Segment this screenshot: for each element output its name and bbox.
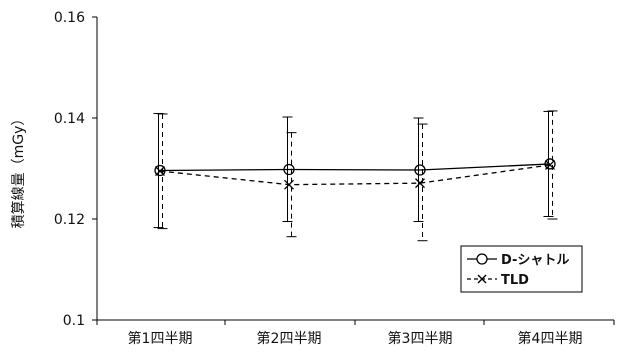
data-point-circle xyxy=(414,164,426,176)
data-point-circle xyxy=(544,158,556,170)
x-category-label: 第4四半期 xyxy=(518,330,583,347)
x-category-label: 第1四半期 xyxy=(128,330,193,347)
x-ticks: 第1四半期 第2四半期 第3四半期 第4四半期 xyxy=(96,320,615,347)
y-tick-label: 0.14 xyxy=(54,111,85,127)
series-layer xyxy=(153,110,558,242)
series-line xyxy=(159,164,551,186)
data-point-x xyxy=(415,178,425,189)
data-point-x xyxy=(545,160,555,170)
x-category-label: 第2四半期 xyxy=(257,330,322,347)
legend-items: D-シャトル TLD xyxy=(467,253,569,288)
legend: D-シャトル TLD xyxy=(460,245,583,293)
legend-item: TLD xyxy=(467,273,529,288)
y-ticks: 0.1 0.12 0.14 0.16 xyxy=(54,10,97,329)
series-line xyxy=(159,163,551,172)
legend-label: D-シャトル xyxy=(501,253,569,268)
y-axis-label: 積算線量（mGy） xyxy=(11,112,27,229)
legend-label: TLD xyxy=(501,273,529,288)
legend-item: D-シャトル xyxy=(467,253,569,268)
data-point-x xyxy=(155,166,165,176)
legend-x-icon xyxy=(477,274,487,284)
series-2 xyxy=(155,110,558,242)
data-point-circle xyxy=(154,164,166,177)
y-tick-label: 0.16 xyxy=(54,10,85,26)
y-tick-label: 0.12 xyxy=(54,212,85,228)
data-point-x xyxy=(284,179,294,190)
legend-circle-icon xyxy=(476,253,488,265)
x-category-label: 第3四半期 xyxy=(388,330,453,347)
data-point-circle xyxy=(283,163,295,176)
series-1 xyxy=(153,110,556,229)
y-tick-label: 0.1 xyxy=(63,313,85,329)
